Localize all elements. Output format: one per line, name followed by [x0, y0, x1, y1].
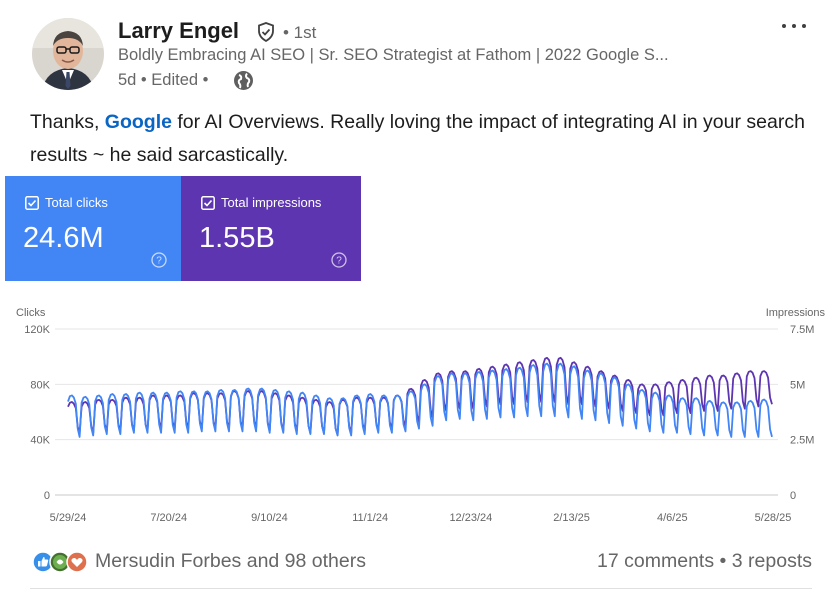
total-clicks-card[interactable]: Total clicks 24.6M ? — [5, 176, 181, 281]
x-tick-label: 7/20/24 — [150, 512, 187, 524]
right-tick-label: 0 — [790, 490, 796, 502]
x-tick-label: 5/28/25 — [755, 512, 792, 524]
right-tick-label: 2.5M — [790, 435, 814, 447]
right-axis-label: Impressions — [766, 307, 826, 319]
x-tick-label: 2/13/25 — [553, 512, 590, 524]
reaction-icons[interactable] — [32, 551, 92, 573]
author-name[interactable]: Larry Engel — [118, 18, 240, 43]
checkbox-icon — [201, 196, 215, 210]
x-tick-label: 12/23/24 — [449, 512, 492, 524]
post-text: Thanks, Google for AI Overviews. Really … — [30, 106, 810, 172]
author-avatar[interactable] — [32, 18, 104, 90]
author-headline: Boldly Embracing AI SEO | Sr. SEO Strate… — [118, 46, 669, 64]
post-text-after: for AI Overviews. Really loving the impa… — [30, 111, 805, 166]
google-mention-link[interactable]: Google — [104, 111, 172, 133]
divider — [30, 588, 812, 589]
left-axis-label: Clicks — [16, 307, 46, 319]
help-icon[interactable]: ? — [331, 252, 347, 268]
reactions-summary[interactable]: Mersudin Forbes and 98 others — [95, 550, 366, 572]
counts-separator: • — [714, 550, 732, 572]
x-tick-label: 9/10/24 — [251, 512, 288, 524]
left-tick-label: 80K — [30, 379, 50, 391]
svg-text:?: ? — [156, 256, 162, 267]
x-tick-label: 11/1/24 — [352, 512, 388, 524]
love-reaction-icon — [66, 551, 88, 573]
x-tick-label: 4/6/25 — [657, 512, 688, 524]
left-tick-label: 0 — [44, 490, 50, 502]
total-clicks-value: 24.6M — [23, 222, 104, 254]
left-tick-label: 120K — [24, 324, 50, 336]
total-impressions-label: Total impressions — [221, 195, 322, 210]
clicks-series-line — [67, 362, 773, 438]
x-tick-label: 5/29/24 — [50, 512, 87, 524]
right-tick-label: 7.5M — [790, 324, 814, 336]
verified-shield-icon — [258, 22, 274, 43]
svg-text:?: ? — [336, 256, 342, 267]
total-clicks-label: Total clicks — [45, 195, 108, 210]
right-tick-label: 5M — [790, 379, 805, 391]
avatar-image — [32, 18, 104, 90]
checkbox-icon — [25, 196, 39, 210]
celebrate-reaction-icon — [49, 551, 71, 573]
engagement-counts: 17 comments • 3 reposts — [597, 550, 812, 573]
performance-chart: 0 40K 80K 120K 0 2.5M 5M 7.5M Clicks Impressions 5… — [16, 307, 826, 524]
connection-degree: • 1st — [283, 23, 317, 42]
globe-icon — [234, 71, 253, 90]
more-options-icon[interactable] — [782, 24, 806, 32]
reposts-count[interactable]: 3 reposts — [731, 550, 812, 572]
left-tick-label: 40K — [30, 435, 50, 447]
help-icon[interactable]: ? — [151, 252, 167, 268]
total-impressions-value: 1.55B — [199, 222, 275, 254]
post-text-before: Thanks, — [30, 111, 105, 133]
comments-count[interactable]: 17 comments — [597, 550, 715, 572]
total-impressions-card[interactable]: Total impressions 1.55B ? — [181, 176, 361, 281]
post-meta: 5d • Edited • — [118, 71, 209, 89]
